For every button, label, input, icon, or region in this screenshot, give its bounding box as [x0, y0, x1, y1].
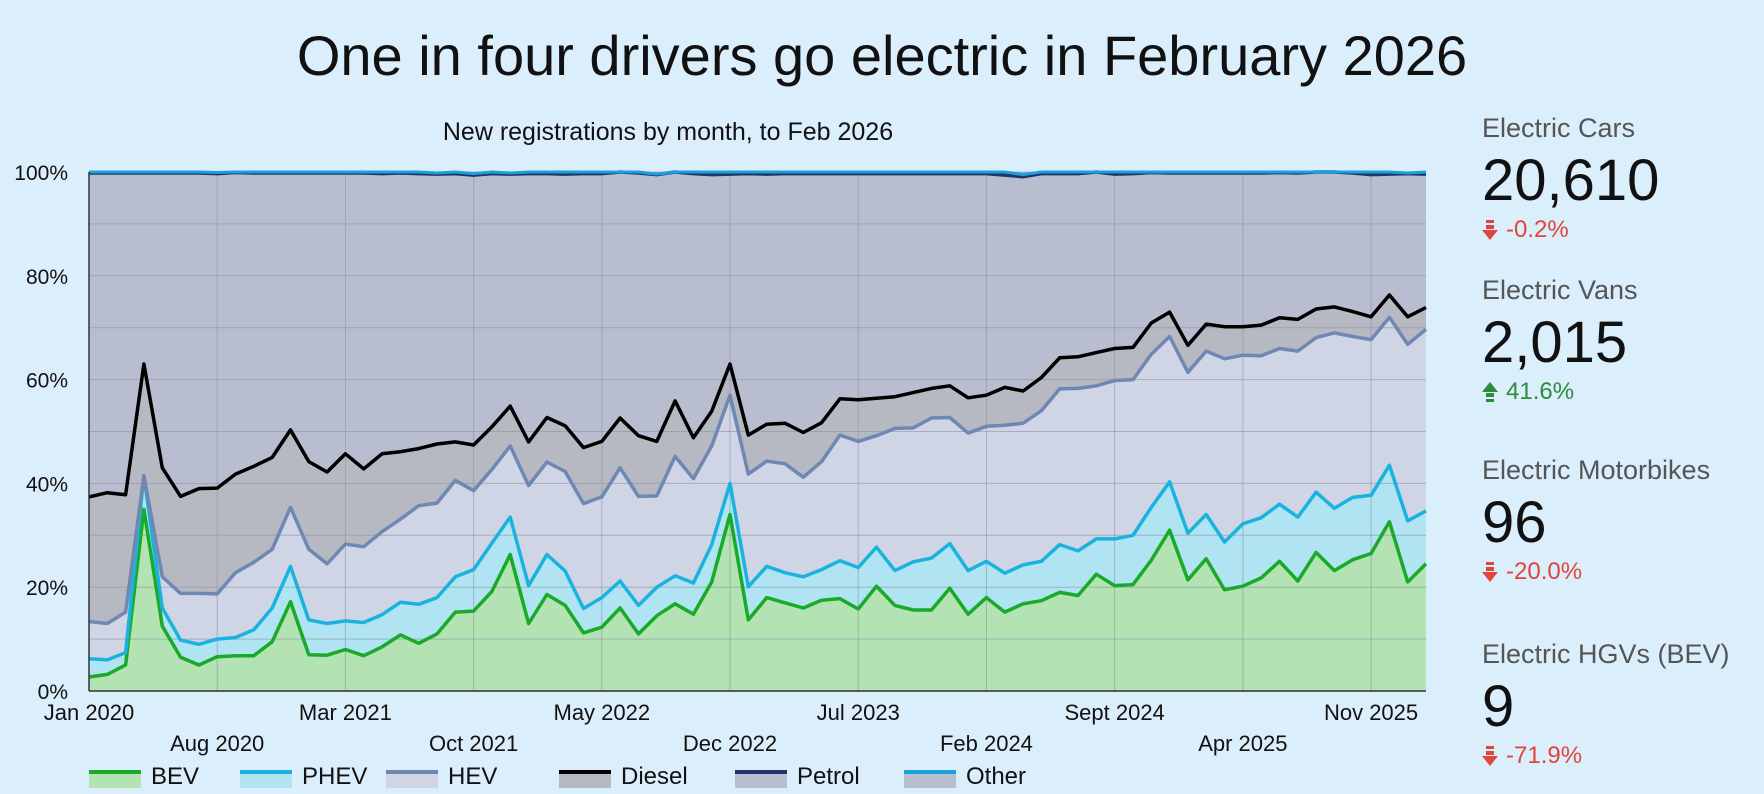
chart-title: New registrations by month, to Feb 2026 — [443, 118, 893, 146]
legend-label-diesel: Diesel — [621, 763, 688, 790]
chart: New registrations by month, to Feb 2026 … — [14, 118, 1428, 790]
stat-label: Electric Cars — [1482, 113, 1636, 143]
y-tick-label: 20% — [26, 577, 68, 600]
stat-label: Electric Vans — [1482, 275, 1638, 305]
stat-value: 20,610 — [1482, 148, 1660, 213]
stat-electric-cars: Electric Cars 20,610 -0.2% — [1482, 112, 1764, 244]
x-tick-label: May 2022 — [554, 700, 651, 725]
y-tick-label: 80% — [26, 266, 68, 289]
x-tick-label: Feb 2024 — [940, 731, 1033, 756]
stat-change-value: -0.2% — [1506, 216, 1569, 243]
stat-value: 9 — [1482, 674, 1515, 739]
x-tick-label: Apr 2025 — [1198, 731, 1287, 756]
legend: BEV PHEV HEV Diesel Petrol Other — [89, 763, 1026, 790]
stat-label: Electric HGVs (BEV) — [1482, 639, 1730, 669]
series-line-phev — [88, 463, 1427, 662]
x-tick-label: Jan 2020 — [44, 700, 135, 725]
stat-change: 41.6% — [1482, 378, 1764, 406]
stat-change: -20.0% — [1482, 558, 1764, 586]
series-line-hev — [88, 315, 1428, 626]
y-tick-label: 0% — [38, 681, 68, 704]
area-hev — [89, 317, 1426, 660]
x-tick-label: Jul 2023 — [817, 700, 900, 725]
stat-electric-vans: Electric Vans 2,015 41.6% — [1482, 274, 1764, 406]
series-line-other — [89, 170, 1427, 177]
area-bev — [89, 509, 1426, 691]
arrow-down-icon — [1482, 746, 1498, 766]
stat-change-value: 41.6% — [1506, 378, 1575, 405]
legend-swatch-phev — [240, 772, 292, 788]
stat-electric-motorbikes: Electric Motorbikes 96 -20.0% — [1482, 454, 1764, 586]
stat-value: 96 — [1482, 490, 1547, 555]
x-tick-label: Dec 2022 — [683, 731, 777, 756]
legend-swatch-bev — [89, 772, 141, 788]
axes: 0% 20% 40% 60% 80% 100% Jan 2020 Mar 2021 May 20… — [14, 162, 1426, 756]
area-phev — [89, 465, 1426, 677]
legend-swatch-other — [904, 772, 956, 788]
x-tick-label: Mar 2021 — [299, 700, 392, 725]
stat-change-value: -20.0% — [1506, 558, 1583, 585]
stat-change: -71.9% — [1482, 742, 1764, 770]
x-tick-label: Sept 2024 — [1064, 700, 1164, 725]
y-tick-label: 40% — [26, 473, 68, 496]
arrow-down-icon — [1482, 220, 1498, 240]
legend-label-other: Other — [966, 763, 1026, 790]
arrow-up-icon — [1482, 382, 1498, 402]
arrow-down-icon — [1482, 562, 1498, 582]
legend-label-bev: BEV — [151, 763, 199, 790]
legend-swatch-diesel — [559, 772, 611, 788]
legend-label-petrol: Petrol — [797, 763, 860, 790]
series-line-diesel — [88, 293, 1427, 499]
page-title: One in four drivers go electric in Febru… — [296, 24, 1468, 87]
x-tick-label: Oct 2021 — [429, 731, 518, 756]
y-tick-label: 100% — [14, 162, 68, 185]
stat-label: Electric Motorbikes — [1482, 455, 1711, 485]
x-tick-label: Nov 2025 — [1324, 700, 1418, 725]
stat-electric-hgvs: Electric HGVs (BEV) 9 -71.9% — [1482, 638, 1764, 770]
legend-label-phev: PHEV — [302, 763, 367, 790]
stat-value: 2,015 — [1482, 310, 1628, 375]
series-line-bev — [88, 507, 1428, 679]
legend-swatch-petrol — [735, 772, 787, 788]
x-tick-label: Aug 2020 — [170, 731, 264, 756]
series-lines — [88, 170, 1428, 679]
area-diesel — [89, 295, 1426, 624]
legend-swatch-hev — [386, 772, 438, 788]
stat-change: -0.2% — [1482, 216, 1764, 244]
stat-change-value: -71.9% — [1506, 742, 1583, 769]
y-tick-label: 60% — [26, 370, 68, 393]
legend-label-hev: HEV — [448, 763, 497, 790]
